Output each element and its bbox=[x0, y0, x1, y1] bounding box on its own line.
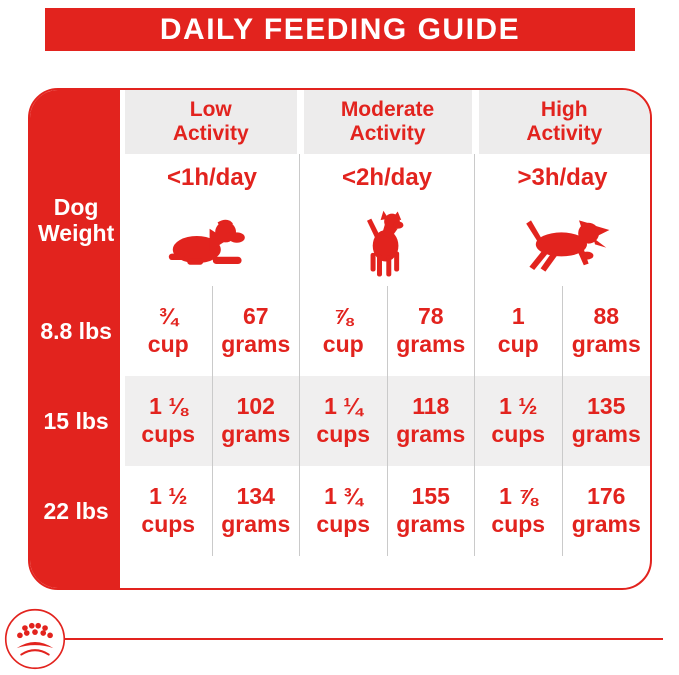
feeding-cell-22lbs-high-grams: 176 grams bbox=[563, 466, 651, 556]
amount: 1 ⅛ bbox=[149, 393, 188, 420]
standing-dog-icon bbox=[300, 202, 475, 286]
feeding-cell-15lbs-moderate-cups: 1 ¼ cups bbox=[300, 376, 388, 466]
title-banner: DAILY FEEDING GUIDE bbox=[45, 8, 635, 51]
amount: 78 bbox=[417, 303, 444, 330]
unit: cups bbox=[141, 511, 196, 537]
dog-weight-column: Dog Weight 8.8 lbs 15 lbs 22 lbs bbox=[30, 90, 120, 588]
feeding-cell-8.8lbs-low-cup: ¾ cup bbox=[125, 286, 213, 376]
column-header-high-activity: High Activity bbox=[478, 90, 650, 154]
feeding-guide-table: Dog Weight 8.8 lbs 15 lbs 22 lbs Low Act… bbox=[28, 88, 652, 590]
lying-dog-icon-svg bbox=[168, 219, 245, 265]
header-line-2: Activity bbox=[172, 122, 249, 145]
amount: 155 bbox=[411, 483, 450, 510]
lying-dog-icon bbox=[125, 202, 300, 286]
feeding-cell-8.8lbs-low-grams: 67 grams bbox=[213, 286, 300, 376]
feeding-cell-15lbs-low-grams: 102 grams bbox=[212, 376, 300, 466]
amount: 1 ¾ bbox=[324, 483, 363, 510]
running-dog-icon bbox=[475, 202, 650, 286]
standing-dog-icon-svg bbox=[367, 210, 404, 277]
header-line-2: Activity bbox=[526, 122, 603, 145]
feeding-cell-15lbs-high-cups: 1 ½ cups bbox=[475, 376, 563, 466]
feeding-cell-22lbs-moderate-cups: 1 ¾ cups bbox=[300, 466, 388, 556]
header-line-2: Activity bbox=[349, 122, 426, 145]
unit: grams bbox=[221, 421, 291, 447]
feeding-cell-8.8lbs-moderate-grams: 78 grams bbox=[388, 286, 475, 376]
feeding-cell-8.8lbs-high-cup: 1 cup bbox=[475, 286, 563, 376]
unit: grams bbox=[396, 511, 466, 537]
amount: 1 bbox=[511, 303, 525, 330]
unit: grams bbox=[571, 421, 641, 447]
duration-moderate-activity: <2h/day bbox=[300, 154, 475, 202]
amount: 88 bbox=[593, 303, 620, 330]
royal-canin-crown-icon bbox=[4, 608, 66, 670]
unit: grams bbox=[571, 331, 641, 357]
unit: cups bbox=[491, 511, 546, 537]
unit: grams bbox=[571, 511, 641, 537]
feeding-cell-22lbs-high-cups: 1 ⅞ cups bbox=[475, 466, 563, 556]
unit: cups bbox=[316, 511, 371, 537]
header-line-1: Low bbox=[189, 97, 232, 121]
feeding-cell-15lbs-high-grams: 135 grams bbox=[562, 376, 650, 466]
amount: 67 bbox=[242, 303, 269, 330]
amount: 134 bbox=[236, 483, 275, 510]
feeding-cell-22lbs-low-grams: 134 grams bbox=[213, 466, 300, 556]
running-dog-icon-svg bbox=[525, 220, 609, 272]
feeding-cell-15lbs-moderate-grams: 118 grams bbox=[387, 376, 475, 466]
duration-high-activity: >3h/day bbox=[517, 164, 608, 191]
amount: 1 ⅞ bbox=[499, 483, 538, 510]
amount: 118 bbox=[412, 393, 450, 420]
weight-label-8-8-lbs: 8.8 lbs bbox=[40, 317, 112, 344]
unit: cups bbox=[491, 421, 546, 447]
unit: grams bbox=[396, 421, 466, 447]
unit: cup bbox=[322, 331, 364, 357]
page-title: DAILY FEEDING GUIDE bbox=[159, 12, 521, 46]
amount: ¾ bbox=[158, 303, 178, 330]
amount: ⅞ bbox=[333, 303, 353, 330]
unit: cup bbox=[497, 331, 539, 357]
unit: cups bbox=[316, 421, 371, 447]
unit: grams bbox=[221, 331, 291, 357]
unit: cup bbox=[147, 331, 189, 357]
duration-low-activity: <1h/day bbox=[125, 154, 300, 202]
header-line-1: Moderate bbox=[340, 97, 435, 121]
amount: 135 bbox=[587, 393, 626, 420]
weight-label-15-lbs: 15 lbs bbox=[43, 407, 109, 434]
amount: 102 bbox=[236, 393, 275, 420]
amount: 1 ½ bbox=[149, 483, 188, 510]
unit: cups bbox=[141, 421, 196, 447]
column-header-moderate-activity: Moderate Activity bbox=[303, 90, 472, 154]
footer-divider-line bbox=[64, 638, 663, 640]
amount: 1 ¼ bbox=[324, 393, 363, 420]
header-line-1: High bbox=[540, 97, 588, 121]
unit: grams bbox=[396, 331, 466, 357]
feeding-cell-8.8lbs-high-grams: 88 grams bbox=[563, 286, 651, 376]
feeding-cell-15lbs-low-cups: 1 ⅛ cups bbox=[125, 376, 213, 466]
feeding-cell-22lbs-moderate-grams: 155 grams bbox=[388, 466, 475, 556]
column-header-low-activity: Low Activity bbox=[125, 90, 297, 154]
amount: 1 ½ bbox=[499, 393, 538, 420]
feeding-cell-22lbs-low-cups: 1 ½ cups bbox=[125, 466, 213, 556]
dog-weight-label: Dog Weight bbox=[38, 193, 115, 246]
amount: 176 bbox=[587, 483, 626, 510]
feeding-cell-8.8lbs-moderate-cup: ⅞ cup bbox=[300, 286, 388, 376]
unit: grams bbox=[221, 511, 291, 537]
weight-label-22-lbs: 22 lbs bbox=[43, 497, 109, 524]
